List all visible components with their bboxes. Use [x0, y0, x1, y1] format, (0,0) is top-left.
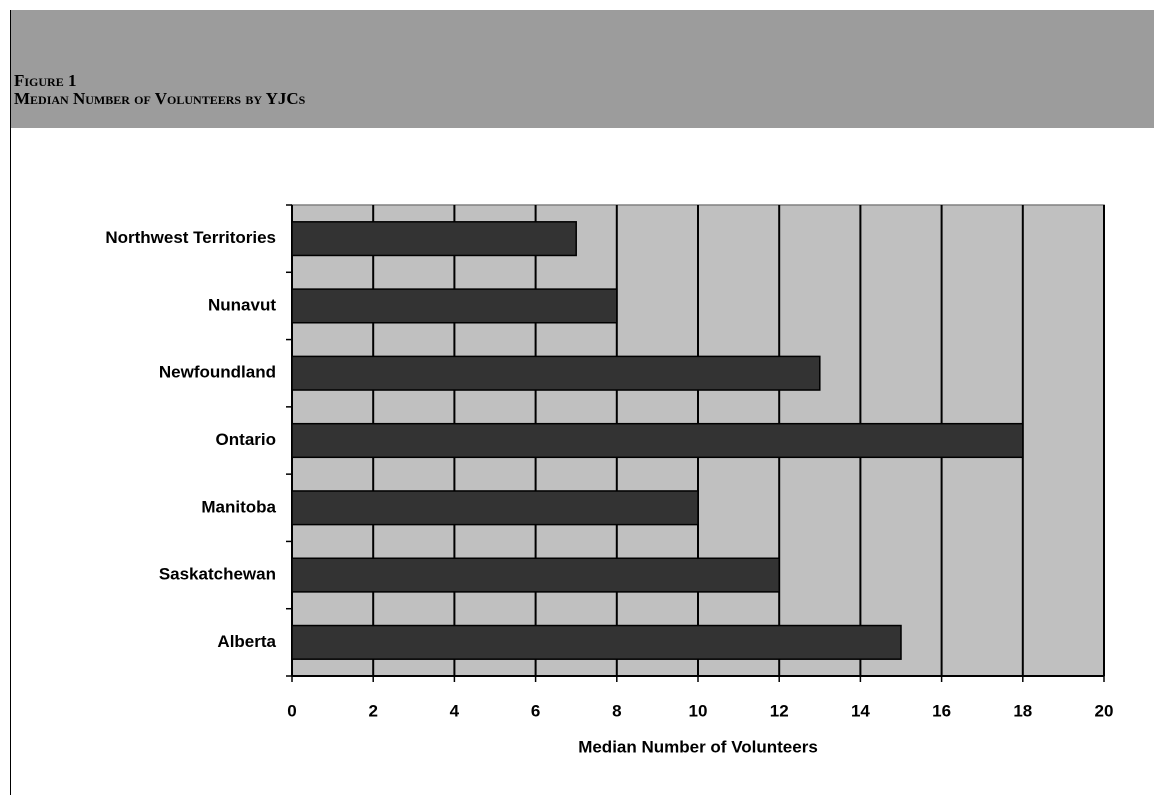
y-tick-label: Northwest Territories	[105, 228, 276, 247]
y-tick-label: Saskatchewan	[159, 565, 276, 584]
bar	[291, 422, 1024, 459]
x-tick-label: 2	[368, 701, 377, 720]
bar	[291, 624, 902, 660]
figure-label: Figure 1	[14, 71, 76, 90]
x-tick-label: 12	[770, 701, 789, 720]
x-tick-label: 20	[1095, 701, 1114, 720]
y-tick-label: Manitoba	[201, 497, 276, 516]
y-tick-label: Newfoundland	[159, 363, 276, 382]
x-tick-label: 18	[1013, 701, 1032, 720]
x-tick-label: 4	[450, 701, 460, 720]
x-tick-label: 6	[531, 701, 540, 720]
y-tick-label: Nunavut	[208, 295, 276, 314]
x-tick-label: 0	[287, 701, 296, 720]
x-tick-label: 16	[932, 701, 951, 720]
bar	[291, 355, 821, 391]
bar	[291, 221, 577, 257]
bar	[291, 490, 699, 526]
bar	[291, 288, 618, 324]
x-axis-label: Median Number of Volunteers	[578, 737, 818, 756]
y-tick-label: Ontario	[216, 430, 276, 449]
x-tick-label: 10	[689, 701, 708, 720]
y-tick-label: Alberta	[217, 632, 276, 651]
bar	[291, 557, 780, 593]
x-tick-label: 8	[612, 701, 621, 720]
x-tick-label: 14	[851, 701, 870, 720]
figure-title: Median Number of Volunteers by YJCs	[14, 89, 306, 108]
header-band	[10, 10, 1154, 128]
